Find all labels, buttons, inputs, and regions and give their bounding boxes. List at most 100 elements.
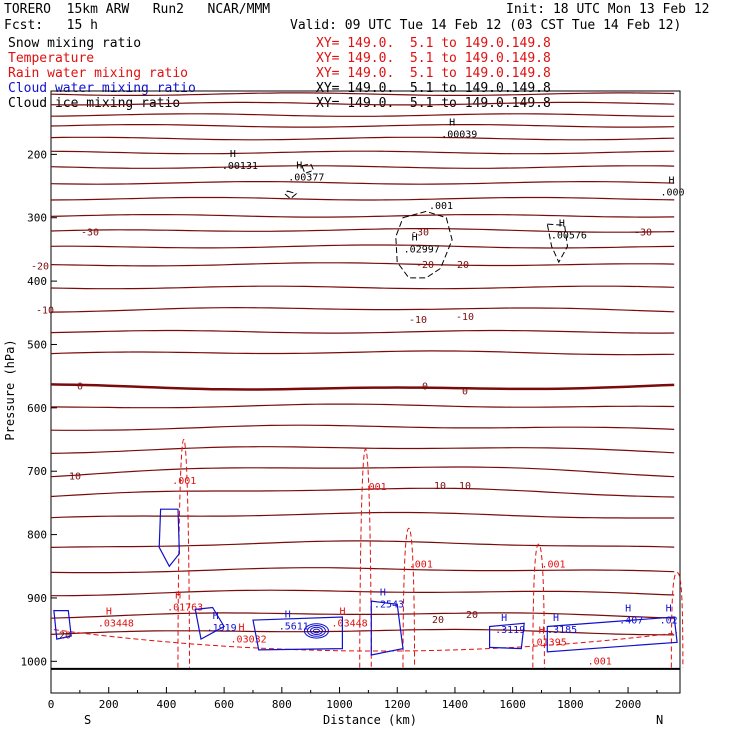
x-tick-label: 800 bbox=[272, 698, 292, 711]
x-tick-label: 1400 bbox=[442, 698, 469, 711]
axis-ticks: 0 200 400 600 800 1000 1200 1400 1600 1800 2000200… bbox=[21, 148, 658, 711]
isotherm bbox=[50, 511, 675, 519]
rain-contour bbox=[670, 572, 684, 668]
snow-contour bbox=[546, 223, 569, 264]
x-tick-label: 0 bbox=[48, 698, 55, 711]
isotherm bbox=[50, 612, 675, 619]
rain-contour bbox=[177, 439, 190, 668]
isotherm bbox=[50, 101, 675, 106]
rain-contour-label: .001 bbox=[542, 560, 566, 571]
isotherm bbox=[50, 329, 675, 334]
isotherm bbox=[50, 567, 675, 574]
rain-max-marker: H bbox=[175, 591, 181, 602]
isotherm-label: -20 bbox=[451, 260, 469, 271]
init-time: Init: 18 UTC Mon 13 Feb 12 bbox=[506, 2, 710, 17]
snow-max-value: .00131 bbox=[222, 161, 258, 172]
x-tick-label: 1000 bbox=[326, 698, 353, 711]
isotherm bbox=[50, 181, 675, 185]
cloud-water-max-marker: H bbox=[501, 613, 507, 624]
cloud-water-max-value: .5611 bbox=[279, 622, 309, 633]
isotherm-label: -10 bbox=[456, 312, 474, 323]
cloud-water-max-marker: H bbox=[213, 611, 219, 622]
y-tick-label: 400 bbox=[27, 275, 47, 288]
cloud-water-max-marker: H bbox=[666, 603, 672, 614]
x-axis-title: Distance (km) bbox=[323, 713, 417, 727]
isotherm-label: 0 bbox=[77, 382, 83, 393]
snow-max-marker: H bbox=[449, 117, 455, 128]
rain-contour-label: .001 bbox=[172, 476, 196, 487]
isotherm bbox=[50, 446, 675, 454]
cloud-water-max-value: .3185 bbox=[547, 625, 577, 636]
isotherm bbox=[50, 165, 675, 169]
isotherm bbox=[50, 285, 675, 290]
rain-max-marker: H bbox=[539, 625, 545, 636]
isotherm-label: 10 bbox=[459, 481, 471, 492]
cloud-water-max-marker: H bbox=[553, 613, 559, 624]
rain-contour-label: .001 bbox=[409, 560, 433, 571]
isotherm-label: -30 bbox=[411, 228, 429, 239]
rain-contour-label: .001 bbox=[363, 482, 387, 493]
snow-max-marker: H bbox=[412, 233, 418, 244]
isotherm bbox=[50, 383, 675, 391]
rain-contour bbox=[53, 629, 678, 652]
isotherm bbox=[50, 350, 675, 356]
cloud-water-max-marker: H bbox=[625, 603, 631, 614]
cloud-water-contour bbox=[194, 606, 225, 641]
isotherm bbox=[50, 150, 675, 155]
snow-max-value: .00377 bbox=[288, 172, 324, 183]
legend-xy: XY= 149.0. 5.1 to 149.0.149.8 bbox=[316, 81, 551, 96]
snow-max-value: .000 bbox=[660, 188, 684, 199]
rain-contour-label: .001 bbox=[588, 656, 612, 667]
rain-max-value: .01763 bbox=[167, 603, 203, 614]
y-axis-title: Pressure (hPa) bbox=[3, 339, 17, 440]
snow-max-value: .02997 bbox=[404, 245, 440, 256]
snow-max-marker: H bbox=[296, 160, 302, 171]
cloud-water-contour bbox=[370, 600, 404, 656]
legend-name: Cloud water mixing ratio bbox=[8, 81, 196, 96]
cloud-water-max-value: .3119 bbox=[495, 625, 525, 636]
rain-contour bbox=[532, 543, 545, 668]
isotherm bbox=[50, 196, 675, 201]
y-tick-label: 600 bbox=[27, 402, 47, 415]
isotherm-label: 20 bbox=[432, 615, 444, 626]
legend-xy: XY= 149.0. 5.1 to 149.0.149.8 bbox=[316, 36, 551, 51]
cloud-water-contour bbox=[303, 623, 329, 639]
isotherm bbox=[50, 403, 675, 409]
rain-max-value: .03448 bbox=[332, 618, 368, 629]
isotherm bbox=[50, 424, 675, 431]
snow-max-value: .00576 bbox=[551, 231, 587, 242]
isotherm-label: -10 bbox=[36, 306, 54, 317]
legend-xy: XY= 149.0. 5.1 to 149.0.149.8 bbox=[316, 51, 551, 66]
y-tick-label: 500 bbox=[27, 338, 47, 351]
rain-max-marker: H bbox=[106, 606, 112, 617]
x-tick-label: 2000 bbox=[615, 698, 642, 711]
cloud-water-max-value: .2543 bbox=[374, 599, 404, 610]
x-tick-label: 600 bbox=[214, 698, 234, 711]
cloud-water-contour bbox=[306, 624, 326, 637]
x-tick-label: 1200 bbox=[384, 698, 411, 711]
cloud-water-contour bbox=[158, 508, 181, 568]
legend-name: Cloud ice mixing ratio bbox=[8, 96, 181, 111]
isotherm bbox=[50, 628, 675, 636]
cloud-water-contour bbox=[546, 616, 678, 653]
rain-contour bbox=[359, 448, 372, 668]
cloud-water-contour bbox=[309, 626, 323, 635]
snow-max-marker: H bbox=[668, 176, 674, 187]
legend-name: Temperature bbox=[8, 51, 95, 66]
isotherm bbox=[50, 124, 675, 128]
y-tick-label: 700 bbox=[27, 465, 47, 478]
snow-contour-label: .001 bbox=[429, 201, 453, 212]
cloud-water-max-marker: H bbox=[380, 587, 386, 598]
legend-xy: XY= 149.0. 5.1 to 149.0.149.8 bbox=[316, 66, 551, 81]
rain-max-value: .03448 bbox=[98, 618, 134, 629]
legend-name: Rain water mixing ratio bbox=[8, 66, 189, 81]
y-tick-label: 1000 bbox=[21, 655, 48, 668]
rain-contour bbox=[402, 527, 416, 668]
isotherm-label: -20 bbox=[31, 261, 49, 272]
snow-contour bbox=[283, 190, 298, 200]
cloud-water-contour bbox=[489, 622, 525, 650]
